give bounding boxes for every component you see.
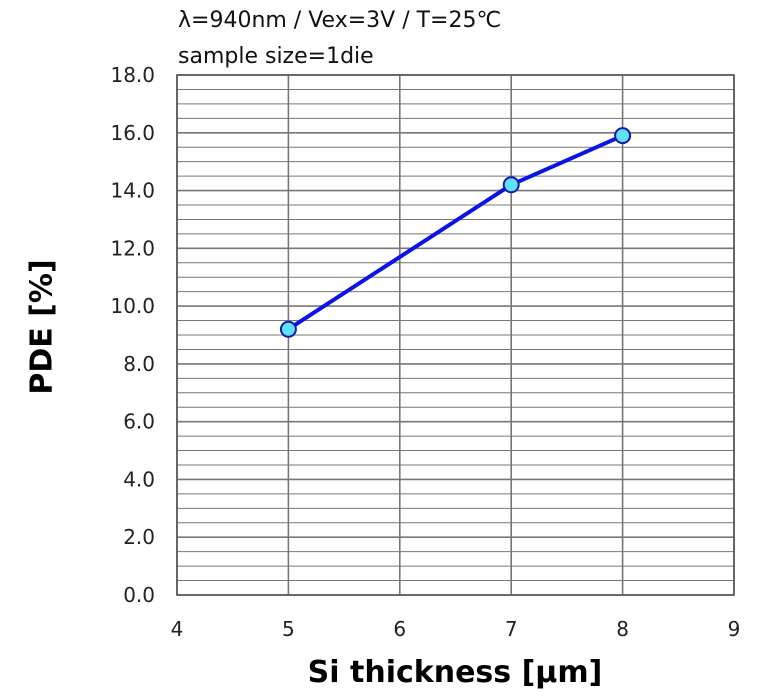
x-axis-label: Si thickness [μm] — [307, 655, 603, 690]
y-tick-label: 0.0 — [123, 583, 155, 607]
series-layer — [279, 127, 632, 338]
y-tick-label: 2.0 — [123, 525, 155, 549]
y-tick-label: 12.0 — [110, 236, 155, 260]
x-tick-label: 7 — [505, 617, 518, 641]
data-point — [502, 176, 520, 194]
data-point — [279, 320, 297, 338]
x-tick-label: 6 — [393, 617, 406, 641]
x-tick-label: 4 — [171, 617, 184, 641]
y-tick-label: 14.0 — [110, 179, 155, 203]
y-axis-label: PDE [%] — [24, 259, 60, 395]
series-line — [286, 133, 625, 332]
tick-labels: 0.0 2.0 4.0 6.0 8.0 10.0 12.0 14.0 16.0 18.0 4 5 6 7 8… — [110, 63, 740, 641]
y-tick-label: 16.0 — [110, 121, 155, 145]
grid — [176, 74, 735, 596]
chart-annotation-conditions: λ=940nm / Vex=3V / T=25℃ — [178, 8, 502, 33]
y-tick-label: 10.0 — [110, 294, 155, 318]
y-tick-label: 8.0 — [123, 352, 155, 376]
x-tick-label: 8 — [616, 617, 629, 641]
data-point — [614, 127, 632, 145]
y-tick-label: 18.0 — [110, 63, 155, 87]
x-tick-label: 5 — [282, 617, 295, 641]
plot-border — [176, 74, 735, 596]
y-tick-label: 4.0 — [123, 467, 155, 491]
chart-annotation-sample-size: sample size=1die — [178, 44, 374, 69]
x-tick-label: 9 — [728, 617, 741, 641]
y-tick-label: 6.0 — [123, 410, 155, 434]
